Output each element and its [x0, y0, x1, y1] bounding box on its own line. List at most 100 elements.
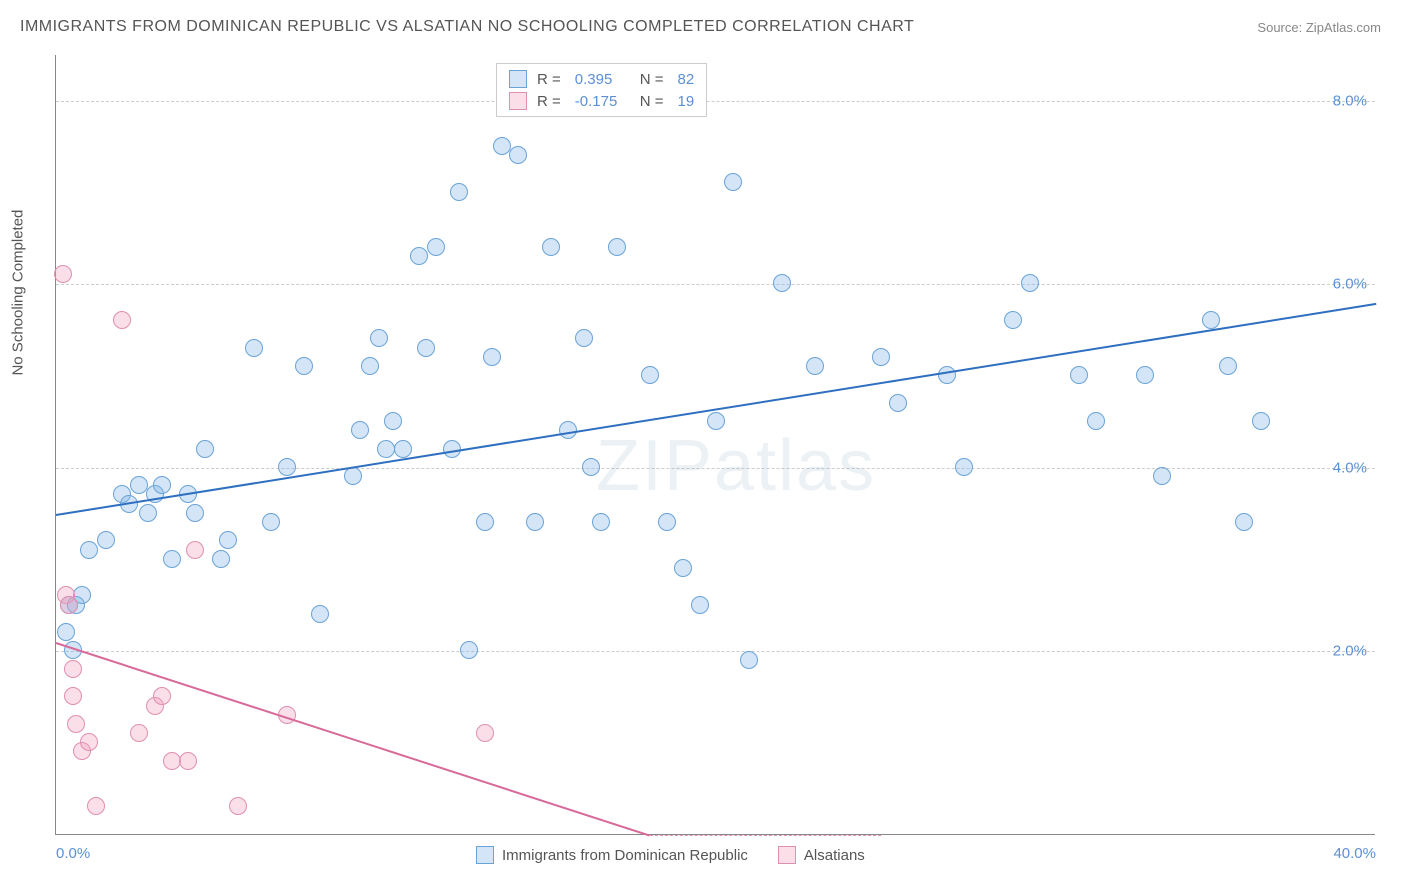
legend-n-label: N =: [640, 71, 664, 88]
data-point: [361, 357, 379, 375]
source-attribution: Source: ZipAtlas.com: [1257, 20, 1381, 35]
y-tick-label: 2.0%: [1333, 643, 1367, 660]
data-point: [64, 687, 82, 705]
legend-r-label: R =: [537, 93, 561, 110]
data-point: [476, 513, 494, 531]
data-point: [476, 724, 494, 742]
data-point: [608, 238, 626, 256]
data-point: [60, 596, 78, 614]
y-axis-label: No Schooling Completed: [10, 210, 27, 376]
data-point: [245, 339, 263, 357]
legend-n-value: 19: [678, 93, 695, 110]
data-point: [575, 329, 593, 347]
data-point: [724, 173, 742, 191]
data-point: [1219, 357, 1237, 375]
grid-line: [56, 284, 1375, 285]
data-point: [130, 476, 148, 494]
legend-r-value: 0.395: [575, 71, 630, 88]
data-point: [212, 550, 230, 568]
data-point: [1202, 311, 1220, 329]
y-tick-label: 8.0%: [1333, 92, 1367, 109]
grid-line: [56, 101, 1375, 102]
data-point: [384, 412, 402, 430]
data-point: [1153, 467, 1171, 485]
data-point: [483, 348, 501, 366]
data-point: [370, 329, 388, 347]
grid-line: [56, 468, 1375, 469]
x-tick-label: 40.0%: [1333, 845, 1376, 862]
data-point: [658, 513, 676, 531]
data-point: [1021, 274, 1039, 292]
data-point: [582, 458, 600, 476]
data-point: [872, 348, 890, 366]
data-point: [1004, 311, 1022, 329]
data-point: [64, 660, 82, 678]
data-point: [186, 504, 204, 522]
data-point: [57, 623, 75, 641]
legend-r-label: R =: [537, 71, 561, 88]
y-tick-label: 4.0%: [1333, 459, 1367, 476]
data-point: [311, 605, 329, 623]
data-point: [1252, 412, 1270, 430]
legend-swatch: [509, 70, 527, 88]
data-point: [262, 513, 280, 531]
data-point: [186, 541, 204, 559]
data-point: [377, 440, 395, 458]
data-point: [130, 724, 148, 742]
legend-swatch: [476, 846, 494, 864]
data-point: [80, 541, 98, 559]
data-point: [509, 146, 527, 164]
trend-line-dashed: [650, 835, 881, 836]
x-tick-label: 0.0%: [56, 845, 90, 862]
data-point: [641, 366, 659, 384]
data-point: [67, 715, 85, 733]
data-point: [773, 274, 791, 292]
grid-line: [56, 651, 1375, 652]
data-point: [344, 467, 362, 485]
series-name: Alsatians: [804, 847, 865, 864]
data-point: [889, 394, 907, 412]
trend-line: [56, 642, 651, 837]
legend-r-value: -0.175: [575, 93, 630, 110]
data-point: [417, 339, 435, 357]
legend-swatch: [509, 92, 527, 110]
y-tick-label: 6.0%: [1333, 276, 1367, 293]
legend-swatch: [778, 846, 796, 864]
data-point: [955, 458, 973, 476]
legend-n-label: N =: [640, 93, 664, 110]
watermark: ZIPatlas: [596, 425, 876, 507]
data-point: [691, 596, 709, 614]
bottom-legend-item: Alsatians: [778, 846, 865, 864]
legend-row: R = -0.175 N = 19: [509, 90, 694, 112]
data-point: [196, 440, 214, 458]
data-point: [163, 752, 181, 770]
data-point: [1235, 513, 1253, 531]
data-point: [493, 137, 511, 155]
data-point: [1136, 366, 1154, 384]
data-point: [427, 238, 445, 256]
plot-area: ZIPatlas R =0.395N =82R =-0.175N =19 Imm…: [55, 55, 1375, 835]
data-point: [179, 752, 197, 770]
legend-top: R = 0.395 N = 82 R = -0.175 N = 19: [496, 63, 707, 117]
legend-n-value: 82: [678, 71, 695, 88]
data-point: [592, 513, 610, 531]
legend-row: R = 0.395 N = 82: [509, 68, 694, 90]
bottom-legend: Immigrants from Dominican Republic Alsati…: [476, 846, 865, 864]
data-point: [219, 531, 237, 549]
data-point: [674, 559, 692, 577]
data-point: [163, 550, 181, 568]
data-point: [351, 421, 369, 439]
data-point: [938, 366, 956, 384]
data-point: [410, 247, 428, 265]
data-point: [526, 513, 544, 531]
data-point: [1070, 366, 1088, 384]
data-point: [740, 651, 758, 669]
chart-title: IMMIGRANTS FROM DOMINICAN REPUBLIC VS AL…: [20, 18, 914, 36]
data-point: [80, 733, 98, 751]
data-point: [542, 238, 560, 256]
source-value: ZipAtlas.com: [1306, 20, 1381, 35]
data-point: [1087, 412, 1105, 430]
data-point: [139, 504, 157, 522]
source-label: Source:: [1257, 20, 1302, 35]
bottom-legend-item: Immigrants from Dominican Republic: [476, 846, 748, 864]
